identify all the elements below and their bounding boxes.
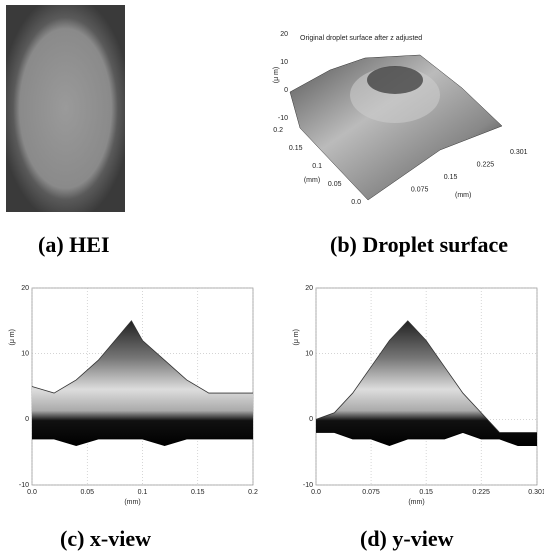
z-axis-label: (μ m) (273, 67, 280, 83)
x-axis-label: (mm) (408, 499, 424, 506)
surface-title: Original droplet surface after z adjuste… (300, 35, 422, 42)
x-tick-label: 0.225 (477, 161, 495, 168)
y-tick-label: 10 (305, 351, 313, 358)
y-axis-label: (μ m) (9, 329, 16, 345)
y-tick-label: 0 (25, 416, 29, 423)
x-tick-label: 0.2 (248, 489, 258, 496)
x-tick-label: 0.0 (27, 489, 37, 496)
y-tick-label: 20 (21, 285, 29, 292)
profile-bottom (32, 438, 253, 447)
droplet-top (367, 66, 423, 94)
caption: (b) Droplet surface (330, 232, 508, 257)
x-tick-label: 0.075 (362, 489, 380, 496)
y-tick-label: 0.2 (273, 127, 283, 134)
y-tick-label: 0 (309, 416, 313, 423)
y-axis-label: (mm) (304, 177, 320, 184)
profile-bottom (316, 432, 537, 447)
z-tick-label: 10 (280, 59, 288, 66)
x-tick-label: 0.301 (510, 149, 528, 156)
x-axis-label: (mm) (124, 499, 140, 506)
profile-top (315, 320, 537, 433)
y-axis-label: (μ m) (293, 329, 300, 345)
plot-frame (315, 287, 538, 486)
profile-fill (32, 320, 253, 446)
y-tick-label: -10 (19, 482, 29, 489)
profile-fill (316, 320, 537, 446)
y-tick-label: 20 (305, 285, 313, 292)
x-tick-label: 0.15 (444, 174, 458, 181)
x-tick-label: 0.15 (419, 489, 433, 496)
y-tick-label: 0.15 (289, 145, 303, 152)
x-tick-label: 0.075 (411, 186, 429, 193)
x-tick-label: 0.15 (191, 489, 205, 496)
caption: (d) y-view (360, 526, 454, 551)
profile-top (31, 320, 253, 394)
x-tick-label: 0.225 (472, 489, 490, 496)
y-tick-label: 0.1 (312, 163, 322, 170)
caption: (c) x-view (60, 526, 151, 551)
surface (289, 54, 503, 201)
y-tick-label: 10 (21, 351, 29, 358)
y-tick-label: -10 (303, 482, 313, 489)
y-tick-label: 0.0 (351, 199, 361, 206)
x-tick-label: 0.0 (311, 489, 321, 496)
x-tick-label: 0.1 (138, 489, 148, 496)
y-tick-label: 0.05 (328, 181, 342, 188)
hei-image (6, 5, 125, 212)
z-tick-label: 20 (280, 31, 288, 38)
z-tick-label: 0 (284, 87, 288, 94)
x-axis-label: (mm) (455, 192, 471, 199)
z-tick-label: -10 (278, 115, 288, 122)
x-tick-label: 0.301 (528, 489, 544, 496)
caption: (a) HEI (38, 232, 110, 257)
x-tick-label: 0.05 (80, 489, 94, 496)
